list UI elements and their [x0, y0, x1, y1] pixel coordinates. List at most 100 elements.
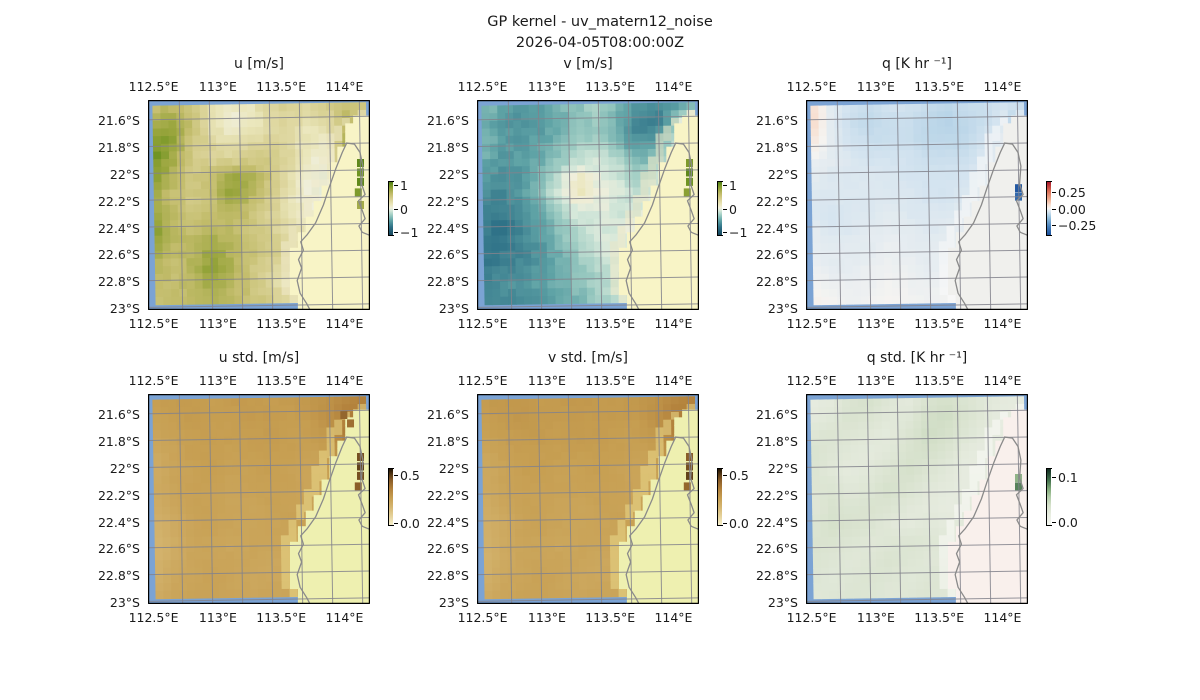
v_std-colorbar-gradient [718, 469, 722, 525]
q-colorbar-tick-label: 0.00 [1058, 201, 1086, 217]
v-colorbar-tick-label: −1 [729, 225, 748, 241]
q-lon-tick-top: 113.5°E [914, 79, 965, 94]
v_std-lon-tick-top: 114°E [654, 373, 693, 388]
v_std-colorbar-tick-label: 0.0 [729, 516, 749, 532]
v-lon-tick-bottom: 114°E [654, 316, 693, 331]
v_std-lat-tick: 22°S [438, 460, 469, 476]
q-lon-tick-bottom: 113°E [856, 316, 895, 331]
u_std-lat-tick: 22.2°S [97, 488, 140, 504]
v-map-canvas [477, 100, 699, 310]
v-lat-tick: 22.4°S [426, 220, 469, 236]
v_std-lat-tick: 22.2°S [426, 488, 469, 504]
u-lon-tick-top: 112.5°E [128, 79, 179, 94]
q_std-lat-tick: 22.6°S [755, 540, 798, 556]
v_std-lat-tick: 23°S [438, 594, 469, 610]
u-title: u [m/s] [234, 56, 284, 72]
u_std-lon-tick-top: 112.5°E [128, 373, 179, 388]
v-lat-tick: 23°S [438, 300, 469, 316]
q_std-lon-tick-top: 113.5°E [914, 373, 965, 388]
v_std-lon-tick-bottom: 114°E [654, 610, 693, 625]
v-colorbar-tick-mark [723, 232, 727, 234]
q-lat-tick: 22.2°S [755, 194, 798, 210]
figure-suptitle-line2: 2026-04-05T08:00:00Z [515, 35, 685, 51]
q-lat-tick: 22°S [767, 166, 798, 182]
v-lat-tick: 22°S [438, 166, 469, 182]
q_std-colorbar [1046, 468, 1052, 526]
u-lat-tick: 22°S [109, 166, 140, 182]
q_std-lat-tick: 23°S [767, 594, 798, 610]
q_std-lon-tick-bottom: 114°E [983, 610, 1022, 625]
u-colorbar-tick-label: 1 [400, 177, 408, 193]
v-lon-tick-bottom: 112.5°E [457, 316, 508, 331]
u-lat-tick: 23°S [109, 300, 140, 316]
q_std-lon-tick-top: 114°E [983, 373, 1022, 388]
q_std-lat-tick: 22.2°S [755, 488, 798, 504]
v-lon-tick-bottom: 113.5°E [585, 316, 636, 331]
v_std-lon-tick-bottom: 112.5°E [457, 610, 508, 625]
u-colorbar-gradient [389, 182, 393, 235]
q-lat-tick: 23°S [767, 300, 798, 316]
q-lon-tick-bottom: 114°E [983, 316, 1022, 331]
u-lon-tick-top: 113°E [198, 79, 237, 94]
q-lat-tick: 22.4°S [755, 220, 798, 236]
q_std-lon-tick-bottom: 113°E [856, 610, 895, 625]
u-lon-tick-bottom: 112.5°E [128, 316, 179, 331]
q-lon-tick-bottom: 113.5°E [914, 316, 965, 331]
v_std-lon-tick-top: 113°E [527, 373, 566, 388]
q-lat-tick: 21.8°S [755, 140, 798, 156]
u-colorbar-tick-mark [394, 208, 398, 210]
u_std-title: u std. [m/s] [218, 350, 300, 366]
u_std-colorbar [388, 468, 394, 526]
q_std-lat-tick: 22.4°S [755, 514, 798, 530]
v_std-colorbar-tick-mark [723, 474, 727, 477]
q_std-map-canvas [806, 394, 1028, 604]
v-colorbar-gradient [718, 182, 722, 235]
v_std-lat-tick: 22.6°S [426, 540, 469, 556]
q-lon-tick-top: 113°E [856, 79, 895, 94]
q_std-lat-tick: 22.8°S [755, 568, 798, 584]
u_std-lon-tick-top: 113°E [198, 373, 237, 388]
u-colorbar-tick-mark [394, 232, 398, 234]
v-lat-tick: 22.8°S [426, 274, 469, 290]
u-lat-tick: 22.2°S [97, 194, 140, 210]
q_std-lon-tick-top: 113°E [856, 373, 895, 388]
q_std-colorbar-tick-label: 0.1 [1058, 469, 1078, 485]
q-colorbar-gradient [1047, 182, 1051, 235]
v_std-colorbar [717, 468, 723, 526]
q_std-colorbar-tick-mark [1052, 476, 1056, 478]
v-colorbar-tick-label: 1 [729, 177, 737, 193]
v_std-colorbar-tick-mark [723, 523, 727, 525]
u-lat-tick: 21.6°S [97, 113, 140, 128]
q_std-lat-tick: 21.6°S [755, 407, 798, 422]
u_std-lon-tick-bottom: 113°E [198, 610, 237, 625]
v_std-title: v std. [m/s] [548, 350, 628, 366]
v-lat-tick: 22.6°S [426, 246, 469, 262]
v-lon-tick-bottom: 113°E [527, 316, 566, 331]
u_std-lat-tick: 22.6°S [97, 540, 140, 556]
q-lon-tick-bottom: 112.5°E [786, 316, 837, 331]
u_std-colorbar-tick-mark [394, 474, 398, 477]
u_std-map-canvas [148, 394, 370, 604]
v_std-lat-tick: 22.8°S [426, 568, 469, 584]
q-colorbar-tick-mark [1052, 192, 1056, 194]
u-colorbar-tick-label: −1 [400, 225, 419, 241]
u_std-lat-tick: 23°S [109, 594, 140, 610]
q_std-colorbar-tick-mark [1052, 521, 1056, 524]
v_std-lon-tick-bottom: 113°E [527, 610, 566, 625]
q_std-lon-tick-top: 112.5°E [786, 373, 837, 388]
v_std-map-canvas [477, 394, 699, 604]
q_std-colorbar-tick-label: 0.0 [1058, 514, 1078, 530]
u-colorbar [388, 181, 394, 236]
u-lat-tick: 22.8°S [97, 274, 140, 290]
q-colorbar-tick-mark [1052, 225, 1056, 227]
q-colorbar [1046, 181, 1052, 236]
v-colorbar [717, 181, 723, 236]
u_std-lon-tick-bottom: 113.5°E [256, 610, 307, 625]
u-lon-tick-bottom: 113.5°E [256, 316, 307, 331]
u-map-canvas [148, 100, 370, 310]
v-lat-tick: 21.8°S [426, 140, 469, 156]
u_std-lon-tick-bottom: 114°E [325, 610, 364, 625]
v-colorbar-tick-mark [723, 208, 727, 210]
u_std-lon-tick-top: 113.5°E [256, 373, 307, 388]
